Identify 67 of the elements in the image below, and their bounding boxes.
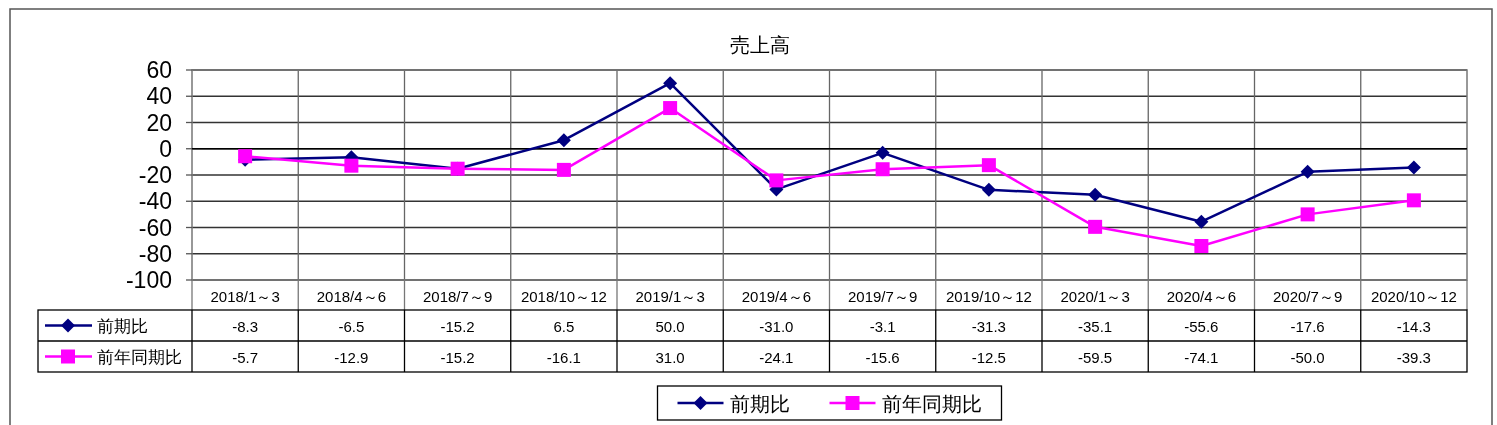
value-label: -74.1 (1184, 349, 1219, 366)
ytick: 60 (146, 57, 172, 83)
value-label: -15.2 (440, 349, 475, 366)
category: 2019/4～6 (741, 287, 811, 305)
value-label: 50.0 (655, 318, 685, 335)
value-label: -6.5 (338, 318, 365, 335)
ytick: 0 (159, 135, 172, 162)
ytick: -20 (138, 162, 172, 188)
value-label: -15.6 (865, 349, 900, 366)
point (663, 76, 678, 91)
category: 2018/7～9 (423, 287, 493, 305)
series-name: 前年同期比 (97, 348, 182, 367)
category: 2020/1～3 (1060, 287, 1130, 305)
ytick: -100 (125, 267, 172, 293)
value-label: -14.3 (1396, 318, 1431, 335)
point (663, 101, 678, 116)
title: 売上高 (730, 34, 790, 56)
point (1300, 164, 1315, 179)
value-label: -8.3 (232, 318, 259, 335)
value-label: -59.5 (1078, 349, 1113, 366)
series-name: 前期比 (97, 317, 148, 336)
category: 2020/10～12 (1370, 287, 1457, 305)
category: 2018/10～12 (520, 287, 607, 305)
value-label: -55.6 (1184, 318, 1219, 335)
legend: 前期比 前年同期比 (656, 385, 1003, 421)
ytick: 20 (146, 109, 172, 136)
ytick: -80 (138, 240, 172, 267)
value-label: -15.2 (440, 318, 475, 335)
category: 2020/7～9 (1273, 287, 1343, 305)
point (1406, 193, 1421, 208)
point (1088, 219, 1103, 234)
category: 2019/7～9 (848, 287, 918, 305)
point (1406, 160, 1421, 175)
point (875, 162, 890, 177)
category: 2019/10～12 (945, 287, 1032, 305)
value-label: -31.0 (759, 318, 794, 335)
point (769, 173, 784, 188)
category: 2018/4～6 (316, 287, 386, 305)
value-label: -35.1 (1078, 318, 1113, 335)
value-label: -17.6 (1290, 318, 1325, 335)
value-label: -12.9 (334, 349, 369, 366)
ytick: -40 (138, 188, 172, 215)
point (1194, 214, 1209, 229)
point (981, 158, 996, 173)
point (981, 182, 996, 197)
value-label: -24.1 (759, 349, 794, 366)
value-label: -39.3 (1396, 349, 1431, 366)
value-label: 31.0 (655, 349, 685, 366)
value-label: -50.0 (1290, 349, 1325, 366)
ytick: -60 (138, 214, 172, 241)
point (556, 133, 571, 148)
category: 2018/1～3 (210, 287, 280, 305)
point (1194, 239, 1209, 254)
point (1088, 187, 1103, 202)
category: 2019/1～3 (635, 287, 705, 305)
value-label: -31.3 (971, 318, 1006, 335)
value-label: -3.1 (869, 318, 896, 335)
value-label: -12.5 (971, 349, 1006, 366)
point (1300, 207, 1315, 222)
point (556, 162, 571, 177)
category: 2020/4～6 (1166, 287, 1236, 305)
value-label: -16.1 (546, 349, 581, 366)
value-label: -5.7 (232, 349, 259, 366)
point (344, 158, 359, 173)
value-label: 6.5 (553, 318, 575, 335)
point (875, 145, 890, 160)
ytick: 40 (146, 83, 172, 110)
